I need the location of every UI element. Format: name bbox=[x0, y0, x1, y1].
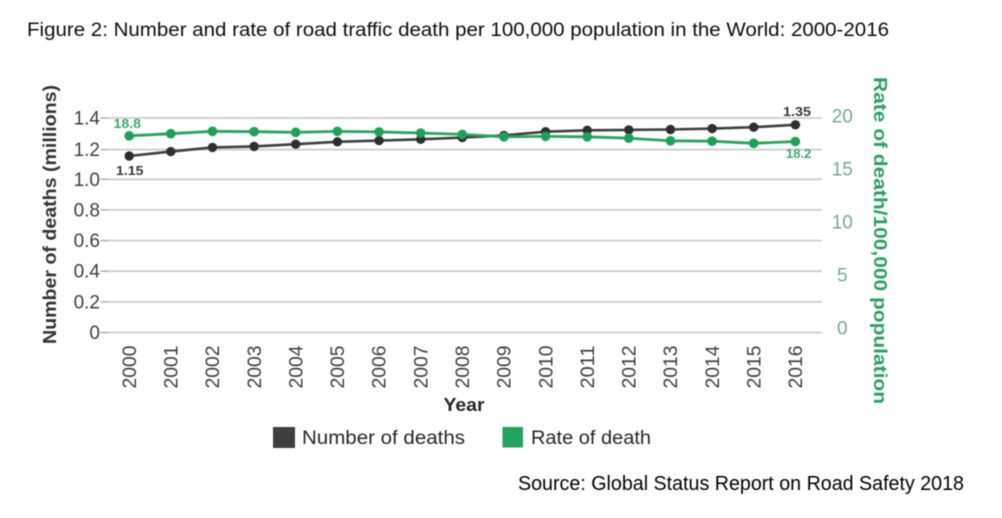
svg-text:2014: 2014 bbox=[703, 345, 724, 388]
svg-text:2008: 2008 bbox=[453, 346, 474, 389]
svg-text:2011: 2011 bbox=[578, 346, 599, 389]
svg-text:Rate of death/100,000 populati: Rate of death/100,000 population bbox=[870, 77, 890, 404]
svg-text:2010: 2010 bbox=[536, 346, 557, 389]
svg-text:2002: 2002 bbox=[203, 346, 224, 389]
svg-text:15: 15 bbox=[832, 160, 853, 181]
svg-text:2012: 2012 bbox=[620, 346, 641, 389]
svg-text:Rate of death: Rate of death bbox=[531, 428, 651, 449]
svg-text:2000: 2000 bbox=[120, 346, 141, 389]
svg-text:0.8: 0.8 bbox=[74, 200, 100, 221]
svg-text:Year: Year bbox=[444, 395, 485, 415]
svg-text:2007: 2007 bbox=[411, 346, 432, 389]
svg-text:2015: 2015 bbox=[744, 346, 765, 389]
svg-text:0: 0 bbox=[837, 319, 848, 340]
svg-text:2003: 2003 bbox=[245, 346, 266, 389]
svg-text:1.2: 1.2 bbox=[74, 140, 100, 161]
svg-text:1.0: 1.0 bbox=[74, 170, 100, 191]
svg-text:1.4: 1.4 bbox=[74, 109, 101, 130]
svg-text:2001: 2001 bbox=[162, 346, 183, 389]
svg-text:0.6: 0.6 bbox=[74, 231, 100, 252]
svg-text:0.2: 0.2 bbox=[74, 292, 100, 313]
svg-text:2016: 2016 bbox=[786, 346, 807, 389]
svg-text:2004: 2004 bbox=[286, 345, 307, 388]
svg-text:0: 0 bbox=[89, 323, 100, 344]
svg-text:1.35: 1.35 bbox=[783, 104, 811, 119]
svg-text:0.4: 0.4 bbox=[74, 262, 101, 283]
svg-text:2006: 2006 bbox=[370, 346, 391, 389]
svg-text:Source: Global Status Report o: Source: Global Status Report on Road Saf… bbox=[518, 473, 964, 495]
svg-text:1.15: 1.15 bbox=[116, 163, 144, 178]
svg-text:2009: 2009 bbox=[495, 346, 516, 389]
svg-text:Figure 2: Number and rate of r: Figure 2: Number and rate of road traffi… bbox=[27, 20, 889, 41]
svg-text:10: 10 bbox=[832, 213, 853, 234]
svg-text:2005: 2005 bbox=[328, 346, 349, 389]
svg-text:Number of deaths (millions): Number of deaths (millions) bbox=[40, 85, 60, 344]
svg-text:18.2: 18.2 bbox=[786, 146, 811, 161]
svg-text:20: 20 bbox=[832, 107, 853, 128]
svg-text:2013: 2013 bbox=[661, 346, 682, 389]
svg-text:5: 5 bbox=[837, 266, 848, 287]
svg-text:18.8: 18.8 bbox=[114, 116, 142, 131]
svg-text:Number of deaths: Number of deaths bbox=[302, 428, 465, 449]
